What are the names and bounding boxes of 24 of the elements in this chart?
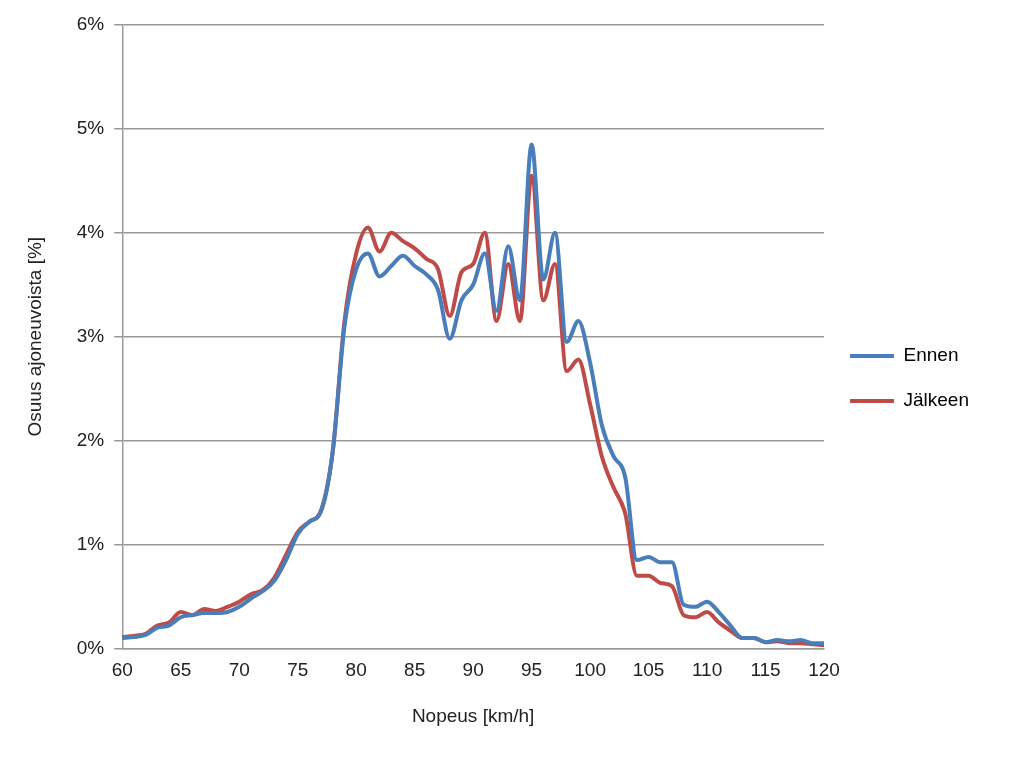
x-tick-label: 80 bbox=[345, 659, 367, 681]
x-tick-label: 120 bbox=[808, 659, 840, 681]
x-tick-label: 60 bbox=[111, 659, 133, 681]
y-tick-label: 1% bbox=[76, 532, 105, 554]
x-tick-label: 100 bbox=[574, 659, 606, 681]
x-tick-label: 95 bbox=[521, 659, 543, 681]
x-tick-label: 65 bbox=[170, 659, 192, 681]
y-tick-label: 5% bbox=[76, 117, 105, 139]
x-axis-title: Nopeus [km/h] bbox=[411, 704, 535, 726]
x-tick-label: 115 bbox=[750, 659, 781, 681]
legend-label: Ennen bbox=[903, 344, 959, 366]
x-tick-label: 75 bbox=[287, 659, 309, 681]
y-axis-title: Osuus ajoneuvoista [%] bbox=[23, 236, 45, 437]
x-tick-label: 90 bbox=[462, 659, 484, 681]
y-tick-label: 2% bbox=[76, 428, 105, 450]
x-tick-label: 110 bbox=[691, 659, 723, 681]
x-tick-label: 70 bbox=[228, 659, 250, 681]
x-tick-label: 85 bbox=[404, 659, 426, 681]
y-tick-label: 6% bbox=[76, 13, 105, 35]
y-tick-label: 3% bbox=[76, 324, 105, 346]
legend-label: Jälkeen bbox=[903, 389, 970, 411]
y-tick-label: 0% bbox=[76, 636, 105, 658]
y-tick-label: 4% bbox=[76, 221, 105, 243]
x-tick-label: 105 bbox=[632, 659, 665, 681]
